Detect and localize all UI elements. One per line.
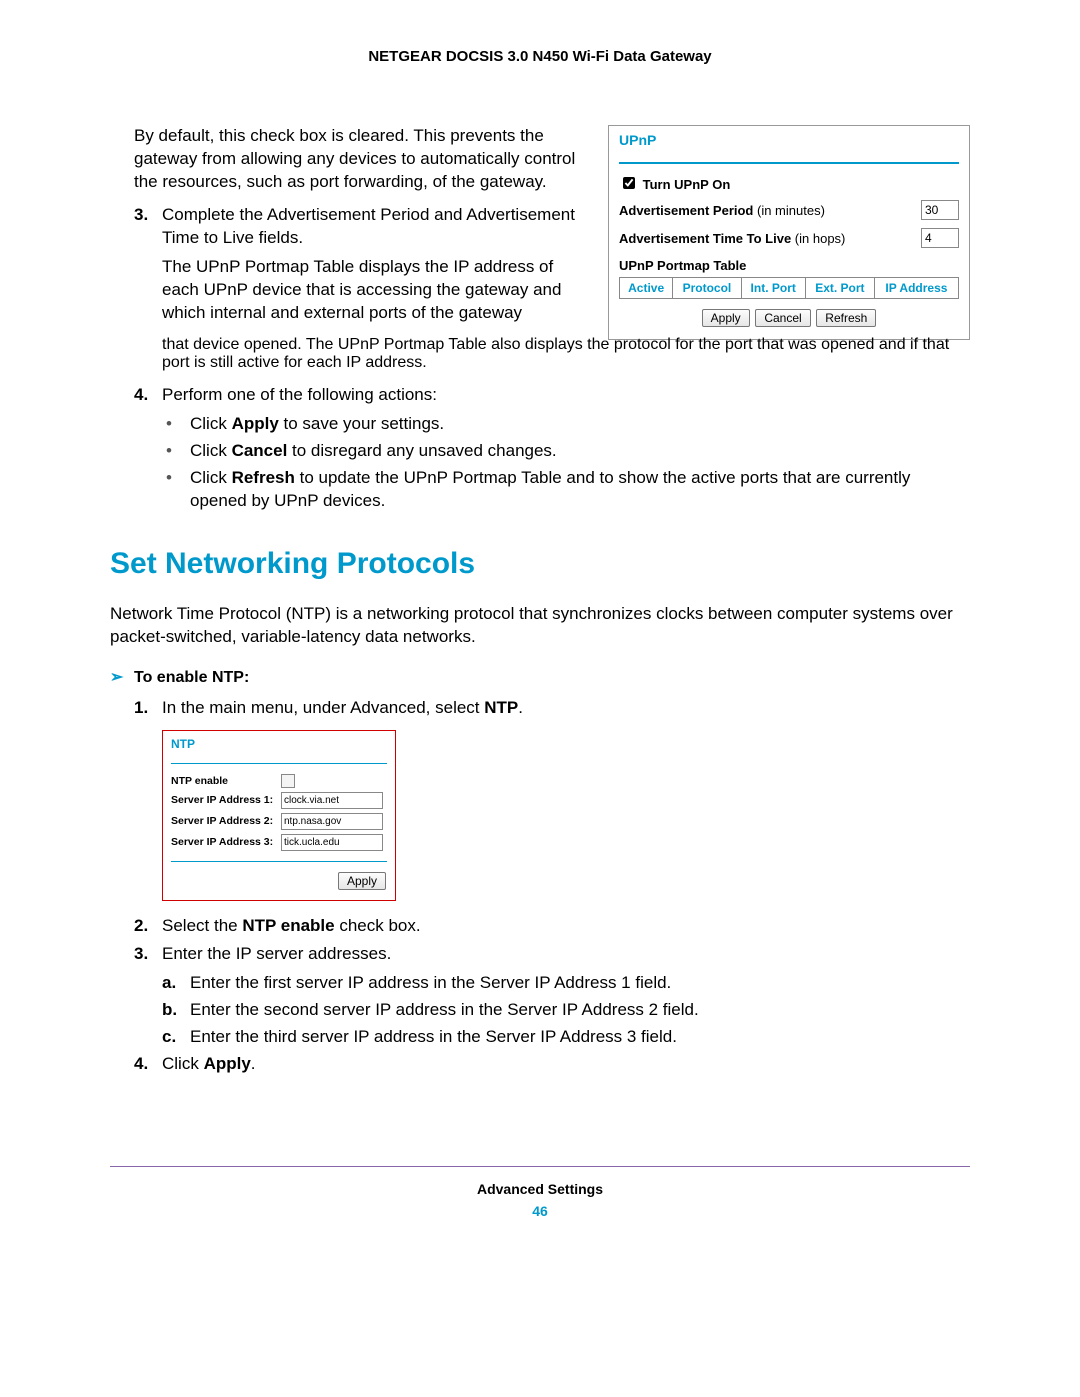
page-header: NETGEAR DOCSIS 3.0 N450 Wi-Fi Data Gatew… [110,48,970,65]
ntp-panel-title: NTP [171,737,387,751]
marker-1: 1. [134,697,148,720]
server3-label: Server IP Address 3: [171,836,275,848]
cancel-button[interactable]: Cancel [755,309,810,327]
marker-4b: 4. [134,1053,148,1076]
ntp-step-2: 2. Select the NTP enable check box. [134,915,970,938]
bullet-apply: Click Apply to save your settings. [134,413,970,436]
portmap-title: UPnP Portmap Table [619,258,959,273]
server2-input[interactable] [281,813,383,830]
ntp-divider [171,763,387,764]
turn-upnp-on-checkbox[interactable] [623,177,635,189]
ntp-enable-checkbox[interactable] [281,774,295,788]
marker-3b: 3. [134,943,148,966]
adv-ttl-label: Advertisement Time To Live (in hops) [619,231,845,246]
ntp-enable-label: NTP enable [171,775,275,787]
portmap-desc-a: The UPnP Portmap Table displays the IP a… [134,256,592,325]
upnp-title: UPnP [619,132,959,148]
ntp-intro: Network Time Protocol (NTP) is a network… [110,603,970,649]
sub-a: a. Enter the first server IP address in … [134,972,970,995]
turn-upnp-on-label: Turn UPnP On [643,177,731,192]
step-4: 4. Perform one of the following actions: [134,384,970,407]
page-footer: Advanced Settings 46 [110,1166,970,1219]
server1-input[interactable] [281,792,383,809]
section-heading: Set Networking Protocols [110,547,970,581]
footer-title: Advanced Settings [110,1181,970,1197]
server2-label: Server IP Address 2: [171,815,275,827]
marker-a: a. [162,972,176,995]
bullet-refresh: Click Refresh to update the UPnP Portmap… [134,467,970,513]
server3-input[interactable] [281,834,383,851]
marker-2: 2. [134,915,148,938]
ntp-step-3: 3. Enter the IP server addresses. [134,943,970,966]
sub-b: b. Enter the second server IP address in… [134,999,970,1022]
server1-label: Server IP Address 1: [171,794,275,806]
portmap-desc-b: that device opened. The UPnP Portmap Tab… [134,336,970,372]
step-4-text: Perform one of the following actions: [162,385,437,404]
bullet-cancel: Click Cancel to disregard any unsaved ch… [134,440,970,463]
col-intport: Int. Port [741,278,805,299]
footer-page: 46 [110,1203,970,1219]
step-3: 3. Complete the Advertisement Period and… [134,204,592,250]
col-active: Active [620,278,673,299]
marker-c: c. [162,1026,176,1049]
refresh-button[interactable]: Refresh [816,309,876,327]
marker-4: 4. [134,384,148,407]
adv-ttl-input[interactable] [921,228,959,248]
apply-button[interactable]: Apply [702,309,750,327]
sub-c: c. Enter the third server IP address in … [134,1026,970,1049]
ntp-panel: NTP NTP enable Server IP Address 1: Serv… [162,730,396,901]
col-protocol: Protocol [673,278,741,299]
col-ip: IP Address [874,278,958,299]
adv-period-label: Advertisement Period (in minutes) [619,203,825,218]
ntp-apply-button[interactable]: Apply [338,872,386,890]
step-3-text: Complete the Advertisement Period and Ad… [162,205,575,247]
turn-upnp-on[interactable]: Turn UPnP On [619,177,730,192]
divider [619,162,959,164]
ntp-step-1: 1. In the main menu, under Advanced, sel… [134,697,970,720]
portmap-table: Active Protocol Int. Port Ext. Port IP A… [619,277,959,299]
upnp-panel: UPnP Turn UPnP On Advertisement Period (… [608,125,970,340]
marker-b: b. [162,999,177,1022]
to-enable-ntp: ➢To enable NTP: [110,667,970,687]
ntp-step-4: 4. Click Apply. [134,1053,970,1076]
adv-period-input[interactable] [921,200,959,220]
arrow-icon: ➢ [110,667,134,687]
ntp-divider-2 [171,861,387,862]
intro-para: By default, this check box is cleared. T… [134,125,592,194]
marker-3: 3. [134,204,148,227]
col-extport: Ext. Port [805,278,874,299]
